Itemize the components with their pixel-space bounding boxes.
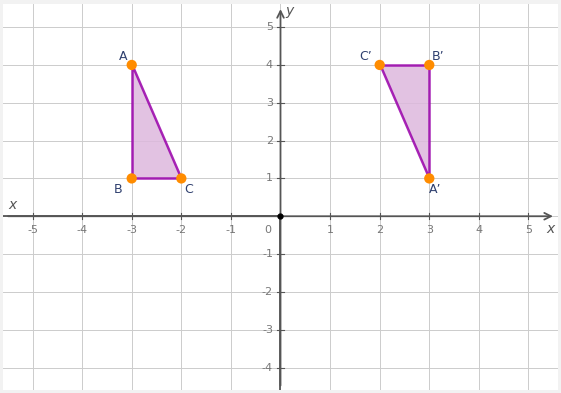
Text: -4: -4 xyxy=(76,224,88,235)
Text: -4: -4 xyxy=(262,362,273,373)
Text: B: B xyxy=(113,182,122,195)
Point xyxy=(375,62,384,68)
Text: 1: 1 xyxy=(327,224,334,235)
Text: y: y xyxy=(286,4,293,18)
Text: 0: 0 xyxy=(265,224,272,235)
Text: -1: -1 xyxy=(262,249,273,259)
Text: 5: 5 xyxy=(525,224,532,235)
Text: B’: B’ xyxy=(432,50,444,63)
Text: -2: -2 xyxy=(176,224,187,235)
Polygon shape xyxy=(380,65,429,178)
Text: -2: -2 xyxy=(262,287,273,297)
Text: x: x xyxy=(8,198,17,212)
Polygon shape xyxy=(132,65,181,178)
Text: 2: 2 xyxy=(266,136,273,145)
Text: 4: 4 xyxy=(475,224,482,235)
Text: -3: -3 xyxy=(126,224,137,235)
Text: 4: 4 xyxy=(266,60,273,70)
Text: -3: -3 xyxy=(262,325,273,335)
Point xyxy=(127,175,136,182)
Text: -1: -1 xyxy=(226,224,236,235)
Text: -5: -5 xyxy=(27,224,38,235)
Point xyxy=(425,175,434,182)
Text: 3: 3 xyxy=(266,98,273,108)
Point xyxy=(127,62,136,68)
Point xyxy=(177,175,186,182)
Text: 2: 2 xyxy=(376,224,383,235)
Text: x: x xyxy=(546,222,555,237)
Text: C’: C’ xyxy=(360,50,372,63)
Text: 1: 1 xyxy=(266,173,273,184)
Text: 5: 5 xyxy=(266,22,273,32)
Text: C: C xyxy=(185,182,193,195)
Point xyxy=(425,62,434,68)
Text: A: A xyxy=(118,50,127,63)
Text: A’: A’ xyxy=(429,182,442,195)
Text: 3: 3 xyxy=(426,224,433,235)
